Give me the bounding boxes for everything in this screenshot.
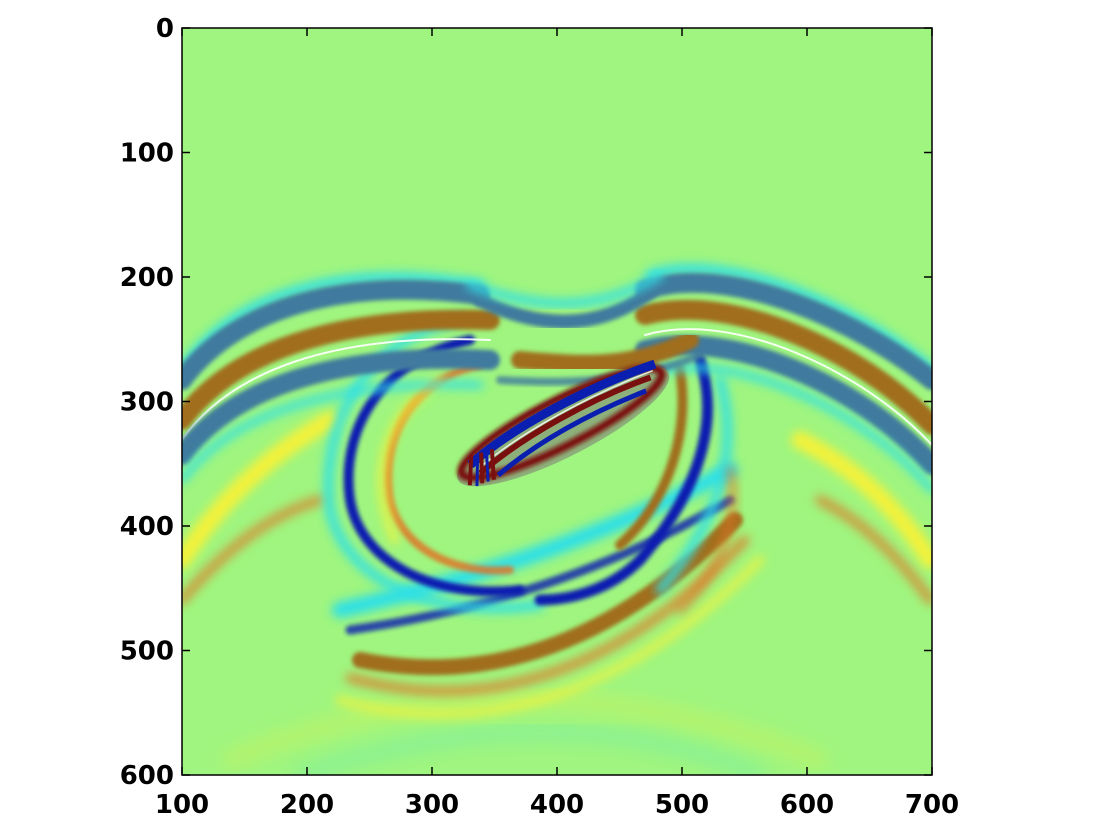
- right-yellow-wave: [791, 431, 932, 569]
- right-arc-brown: [635, 299, 932, 435]
- right-ring-blue: [534, 354, 713, 606]
- ellipse-body: [457, 366, 670, 487]
- left-arc-trail: [182, 381, 484, 484]
- y-tick-label: 100: [120, 139, 174, 169]
- center-dip-blue: [473, 285, 657, 329]
- right-orange-wave: [815, 495, 932, 605]
- ellipse-white-line: [481, 370, 653, 467]
- left-orange-wave: [182, 495, 325, 605]
- left-arc-brown: [182, 309, 500, 430]
- ellipse-left-hatch: [467, 449, 496, 486]
- center-dip-cyan: [466, 271, 664, 308]
- left-yellow-wave: [182, 411, 339, 569]
- x-axis: 100 200 300 400 500 600 700: [155, 28, 959, 820]
- x-tick-label: 700: [905, 790, 959, 820]
- y-tick-label: 400: [120, 512, 174, 542]
- ring-yellow: [377, 375, 445, 545]
- y-tick-label: 500: [120, 637, 174, 667]
- x-tick-label: 400: [530, 790, 584, 820]
- heatmap-plot: [182, 28, 932, 775]
- right-arc-white-line: [644, 328, 932, 446]
- x-tick-label: 600: [780, 790, 834, 820]
- lower-arc-yellow: [335, 555, 765, 719]
- right-ring-cyan: [655, 375, 732, 595]
- left-arc-white-line: [182, 338, 491, 441]
- ellipse-blue-streak: [496, 388, 648, 478]
- x-tick-label: 200: [280, 790, 334, 820]
- elliptical-scatterer: [457, 359, 670, 487]
- y-tick-label: 300: [120, 388, 174, 418]
- x-tick-label: 100: [155, 790, 209, 820]
- y-tick-label: 0: [156, 14, 174, 44]
- center-brown-band: [511, 331, 699, 373]
- x-tick-label: 300: [405, 790, 459, 820]
- ellipse-red-streak: [478, 374, 652, 476]
- ring-blue-inner: [343, 335, 525, 597]
- left-arc-blue-lower: [182, 348, 500, 465]
- right-ring-orange: [676, 466, 737, 614]
- y-tick-label: 600: [120, 761, 174, 791]
- x-tick-label: 500: [655, 790, 709, 820]
- y-tick-label: 200: [120, 263, 174, 293]
- right-ring-brown: [615, 365, 688, 550]
- ellipse-left-hatch-blue: [475, 451, 490, 487]
- wavefield: [182, 264, 932, 775]
- ellipse-blue-streak: [467, 359, 657, 468]
- ellipse-red-rim: [457, 364, 666, 482]
- lower-arc-blue: [345, 495, 735, 635]
- y-axis: 0 100 200 300 400 500 600: [120, 14, 932, 791]
- right-arc-blue-upper: [635, 272, 932, 390]
- left-arc-blue-upper: [182, 279, 490, 390]
- lower-arc-brown: [352, 512, 743, 676]
- faint-arc: [295, 727, 765, 775]
- right-arc-trail: [656, 364, 932, 494]
